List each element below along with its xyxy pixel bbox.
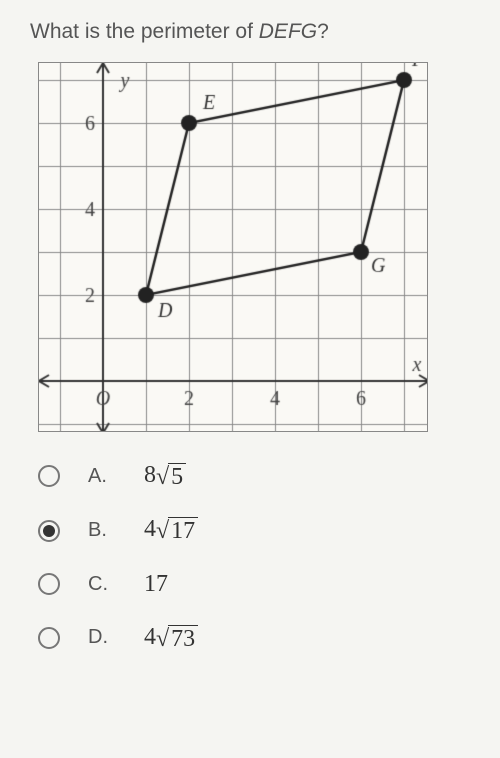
option-letter: A. [88,465,116,488]
graph-canvas [39,63,428,432]
option-letter: C. [88,573,116,596]
option-letter: B. [88,519,116,542]
option-row-2[interactable]: C. 17 [38,571,470,598]
option-value: 4√17 [144,516,198,544]
option-letter: D. [88,626,116,649]
options-list: A. 8√5 B. 4√17 C. 17 D. 4√73 [38,462,470,652]
option-value: 17 [144,571,168,598]
radio-button[interactable] [38,520,60,542]
option-row-3[interactable]: D. 4√73 [38,624,470,652]
radio-button[interactable] [38,465,60,487]
option-value: 4√73 [144,624,198,652]
coordinate-graph [38,62,428,432]
option-row-0[interactable]: A. 8√5 [38,462,470,490]
question-main: What is the perimeter of DEFG? [30,20,329,43]
radio-button[interactable] [38,627,60,649]
option-value: 8√5 [144,462,186,490]
option-row-1[interactable]: B. 4√17 [38,516,470,544]
radio-button[interactable] [38,573,60,595]
question-text: What is the perimeter of DEFG? [30,20,470,44]
